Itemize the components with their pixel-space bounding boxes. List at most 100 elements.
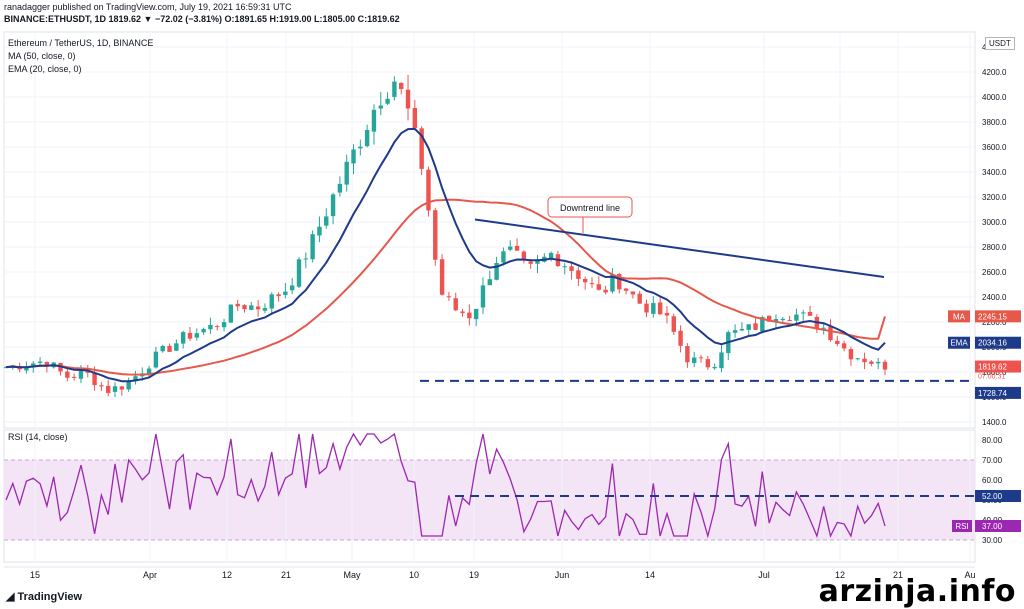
ma-price-label-value: 2245.15 <box>978 312 1007 321</box>
candle-body <box>180 332 186 344</box>
candle-body <box>358 146 363 149</box>
candle-body <box>392 81 397 97</box>
candle-body <box>85 371 90 373</box>
candle-body <box>296 259 302 287</box>
candle-body <box>235 303 240 307</box>
x-axis: 15 Apr 12 21 May 10 19 Jun 14 Jul 12 21 Au <box>30 32 976 580</box>
candle-body <box>514 245 520 251</box>
price-tick-label: 2200.0 <box>982 318 1007 327</box>
x-tick-label: Au <box>964 570 975 580</box>
candle-body <box>364 129 370 147</box>
price-tick-label: 3200.0 <box>982 193 1007 202</box>
candle-body <box>773 319 779 323</box>
candle-body <box>399 82 404 89</box>
price-tick-label: 3400.0 <box>982 168 1007 177</box>
last-price-label: 1819.62 <box>975 360 1021 373</box>
candle-body <box>31 363 36 367</box>
rsi-level-value: 52.00 <box>982 492 1003 501</box>
candle-body <box>480 285 486 308</box>
rsi-tick-label: 60.00 <box>982 476 1003 485</box>
candle-body <box>453 298 458 311</box>
candle-body <box>698 357 704 359</box>
candle-body <box>460 311 465 314</box>
x-tick-label: May <box>343 570 361 580</box>
publisher-line: ranadagger published on TradingView.com,… <box>4 2 292 12</box>
x-tick-label: Apr <box>143 570 157 580</box>
price-tick-label: 4200.0 <box>982 68 1007 77</box>
watermark: arzinja.info <box>818 574 1016 609</box>
candle-body <box>71 376 77 378</box>
tradingview-logo-text: TradingView <box>17 591 83 603</box>
candle-body <box>508 246 513 250</box>
candle-body <box>657 302 663 315</box>
candle-body <box>882 361 888 370</box>
price-pane <box>3 31 976 429</box>
candle-body <box>378 105 383 109</box>
candle-body <box>794 314 799 321</box>
candle-body <box>371 109 377 132</box>
candle-body <box>276 294 281 297</box>
candle-body <box>242 305 247 310</box>
candle-body <box>875 361 881 364</box>
candle-body <box>603 289 608 293</box>
candle-body <box>828 326 833 341</box>
candle-body <box>848 349 854 360</box>
candle-body <box>262 308 268 311</box>
candle-body <box>712 366 717 369</box>
candle-body <box>324 216 329 226</box>
ma-price-label-prefix: MA <box>953 312 966 321</box>
rsi-last-prefix: RSI <box>955 522 968 531</box>
candle-body <box>405 89 411 109</box>
x-tick-label: 12 <box>222 570 232 580</box>
candle-body <box>269 294 274 309</box>
ma-price-label-prefix-bg <box>948 310 970 323</box>
candle-body <box>119 386 125 390</box>
x-tick-label: Jun <box>555 570 570 580</box>
candle-body <box>841 343 847 349</box>
candle-body <box>92 372 97 386</box>
candle-body <box>807 311 813 316</box>
x-tick-label: 10 <box>409 570 419 580</box>
x-tick-label: 21 <box>281 570 291 580</box>
price-tick-label: 3800.0 <box>982 118 1007 127</box>
candle-body <box>78 371 84 379</box>
candle-body <box>678 330 683 346</box>
candle-body <box>37 361 43 363</box>
candle-body <box>739 328 745 331</box>
rsi-level-bg <box>975 490 1021 502</box>
candle-body <box>187 332 193 339</box>
candle-body <box>664 312 670 316</box>
candle-body <box>106 385 111 393</box>
support-price-label-value: 1728.74 <box>978 389 1007 398</box>
candle-body <box>419 128 424 169</box>
candle-body <box>146 368 152 375</box>
candle-body <box>337 183 343 193</box>
price-tick-label: 4000.0 <box>982 93 1007 102</box>
candle-body <box>344 161 349 185</box>
x-tick-label: 21 <box>893 570 903 580</box>
candle-body <box>596 284 602 290</box>
candle-body <box>289 285 295 291</box>
last-price-label-value: 1819.62 <box>978 363 1007 372</box>
downtrend-annotation: Downtrend line <box>547 196 633 233</box>
currency-label[interactable]: USDT <box>985 37 1015 50</box>
candle-body <box>283 291 288 295</box>
rsi-level-label: 52.00 <box>975 490 1021 502</box>
candle-body <box>521 251 527 261</box>
ema-price-label-bg <box>975 336 1021 349</box>
candle-body <box>576 270 581 279</box>
candle-body <box>589 283 595 285</box>
rsi-last-value: 37.00 <box>982 522 1003 531</box>
candle-body <box>617 274 622 290</box>
price-tick-label: 1400.0 <box>982 418 1007 427</box>
legend-ma: MA (50, close, 0) <box>8 51 76 61</box>
candle-body <box>249 305 254 310</box>
candles <box>3 74 888 398</box>
candle-body <box>651 303 656 314</box>
candle-body <box>467 312 472 319</box>
tradingview-logo: ◢ TradingView <box>6 591 83 603</box>
candle-body <box>439 259 445 295</box>
ema-price-label-prefix-bg <box>948 336 970 349</box>
candle-body <box>671 316 676 332</box>
ema-price-label: EMA 2034.16 <box>948 336 1021 349</box>
